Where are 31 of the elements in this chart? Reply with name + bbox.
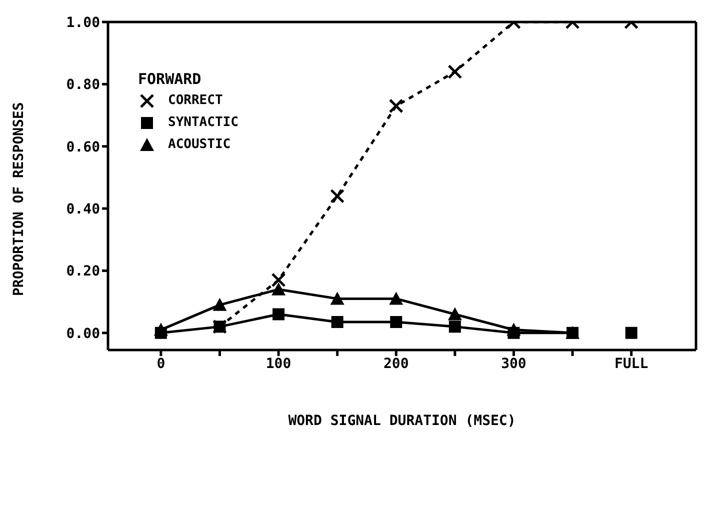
legend-label: ACOUSTIC: [168, 136, 231, 154]
y-tick-label: 1.00: [66, 14, 100, 31]
point: [331, 316, 344, 328]
legend-label: CORRECT: [168, 92, 223, 110]
y-tick-label: 0.20: [66, 264, 100, 280]
point: [330, 188, 345, 204]
point: [272, 282, 286, 296]
y-tick-label: 0.60: [66, 139, 100, 156]
point: [154, 322, 168, 336]
x-tick-label: 0: [156, 356, 166, 372]
point: [390, 316, 402, 328]
point: [271, 272, 286, 288]
point: [272, 308, 285, 320]
point: [389, 292, 404, 305]
x-tick-label: FULL: [614, 356, 648, 372]
point: [506, 322, 521, 336]
y-tick-label: 0.80: [66, 77, 100, 94]
y-axis-title: PROPORTION OF RESPONSES: [10, 102, 27, 296]
point: [625, 326, 638, 339]
x-axis-title: WORD SIGNAL DURATION (MSEC): [288, 412, 516, 429]
y-tick-label: 0.40: [66, 202, 100, 218]
legend-label: SYNTACTIC: [168, 114, 238, 132]
y-tick-label: 0.00: [66, 326, 100, 342]
point: [212, 298, 227, 311]
x-tick-label: 100: [266, 356, 292, 372]
x-tick-label: 300: [501, 356, 526, 372]
point: [448, 307, 462, 320]
legend-title: FORWARD: [138, 69, 202, 90]
x-tick-label: 200: [383, 356, 409, 372]
point: [448, 320, 461, 333]
point: [330, 292, 344, 305]
